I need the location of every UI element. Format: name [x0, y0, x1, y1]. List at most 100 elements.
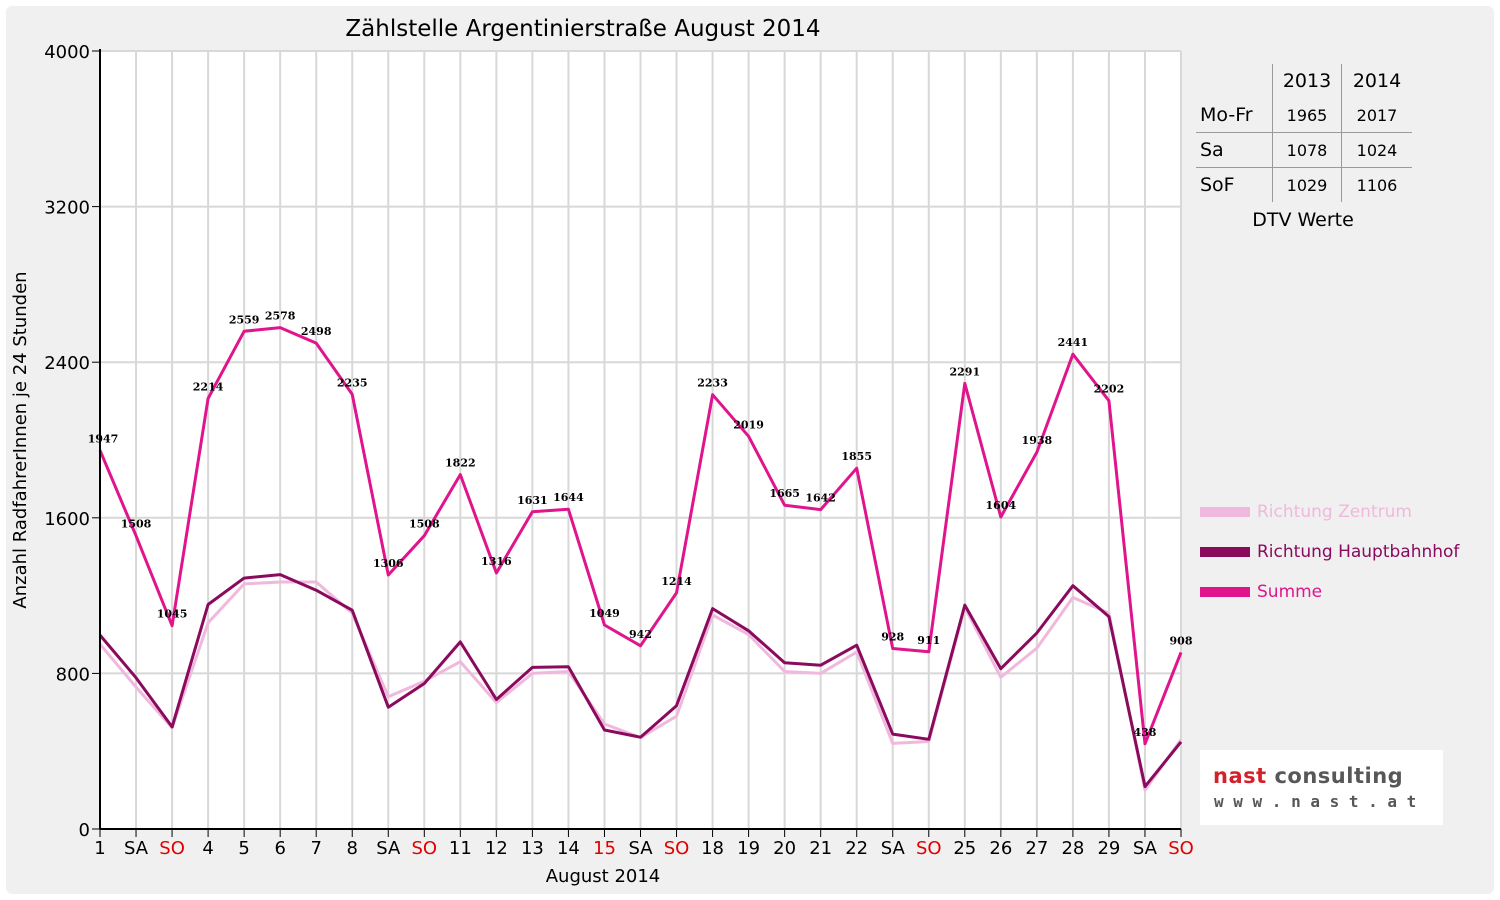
- legend-label: Summe: [1257, 582, 1323, 602]
- y-tick-label: 4000: [44, 42, 90, 63]
- dtv-row-sa: Sa 1078 1024: [1196, 132, 1412, 168]
- legend-label: Richtung Zentrum: [1257, 502, 1412, 522]
- dtv-row-mofr: Mo-Fr 1965 2017: [1196, 98, 1412, 133]
- data-label: 911: [917, 634, 940, 647]
- dtv-header-2014: 2014: [1341, 64, 1412, 98]
- x-axis-label: August 2014: [546, 866, 661, 887]
- x-tick-label: 29: [1097, 838, 1120, 859]
- legend-swatch: [1200, 587, 1250, 597]
- x-tick-label: 11: [449, 838, 472, 859]
- data-label: 942: [629, 628, 652, 641]
- series-line-1: [98, 573, 1183, 789]
- dtv-table: 2013 2014 Mo-Fr 1965 2017 Sa 1078 1024 S…: [1196, 64, 1412, 202]
- x-tick-label: 8: [347, 838, 358, 859]
- data-label: 1045: [157, 608, 188, 621]
- data-label: 1508: [409, 518, 440, 531]
- x-tick-label: 28: [1061, 838, 1084, 859]
- x-tick-label: 4: [202, 838, 213, 859]
- x-tick-label: 22: [845, 838, 868, 859]
- series-layer: [98, 326, 1183, 792]
- logo-wordmark: nast consulting: [1213, 764, 1403, 788]
- legend-swatch: [1200, 507, 1250, 517]
- data-label: 438: [1133, 726, 1156, 739]
- data-label: 1214: [661, 575, 692, 588]
- data-label: 2441: [1058, 336, 1089, 349]
- dtv-value-2014: 1024: [1341, 132, 1412, 168]
- x-tick-label: SA: [881, 838, 906, 859]
- dtv-caption: DTV Werte: [1252, 209, 1354, 231]
- logo-name-part1: nast: [1213, 764, 1267, 788]
- legend-item-hauptbahnhof: Richtung Hauptbahnhof: [1200, 532, 1459, 572]
- nast-consulting-logo: nast consulting w w w . n a s t . a t: [1200, 750, 1443, 825]
- dtv-row-label: Sa: [1196, 132, 1273, 168]
- y-tick-label: 800: [56, 664, 90, 685]
- legend-item-zentrum: Richtung Zentrum: [1200, 492, 1459, 532]
- x-tick-label: SO: [412, 838, 438, 859]
- data-label: 928: [881, 631, 904, 644]
- x-tick-label: 18: [701, 838, 724, 859]
- dtv-corner-cell: [1196, 64, 1273, 98]
- data-label: 1855: [841, 450, 872, 463]
- data-label: 1938: [1022, 434, 1053, 447]
- dtv-row-label: Mo-Fr: [1196, 98, 1273, 133]
- data-label: 1947: [88, 432, 119, 445]
- y-axis-label: Anzahl RadfahrerInnen je 24 Stunden: [10, 271, 31, 608]
- y-tick-label: 3200: [44, 198, 90, 219]
- data-label-layer: 1947 1508 1045 2214 2559 2578 2498 2235 1306 1508…: [88, 310, 1193, 739]
- data-label: 1642: [805, 492, 836, 505]
- x-tick-label: 14: [557, 838, 580, 859]
- data-label: 2498: [301, 325, 332, 338]
- data-label: 2019: [733, 418, 764, 431]
- data-label: 1644: [553, 491, 584, 504]
- x-tick-label: 7: [310, 838, 321, 859]
- data-label: 1049: [589, 607, 620, 620]
- data-label: 2202: [1094, 383, 1125, 396]
- data-label: 2235: [337, 376, 368, 389]
- series-line-2: [98, 326, 1183, 746]
- legend-swatch: [1200, 547, 1250, 557]
- x-tick-label: 5: [238, 838, 249, 859]
- chart-title: Zählstelle Argentinierstraße August 2014: [345, 16, 820, 42]
- y-tick-label: 1600: [44, 509, 90, 530]
- data-label: 908: [1170, 634, 1193, 647]
- dtv-row-sof: SoF 1029 1106: [1196, 167, 1412, 202]
- x-tick-label: 27: [1025, 838, 1048, 859]
- data-label: 2233: [697, 377, 728, 390]
- axis-layer: 0 800 1600 2400 3200 4000 1 SA SO 4 5 6 7 8 SA SO 11 12 13…: [44, 42, 1194, 859]
- legend-label: Richtung Hauptbahnhof: [1257, 542, 1460, 562]
- data-label: 1508: [121, 518, 152, 531]
- x-tick-label: 26: [989, 838, 1012, 859]
- chart-legend: Richtung Zentrum Richtung Hauptbahnhof S…: [1200, 492, 1459, 612]
- dtv-value-2013: 1965: [1272, 98, 1342, 133]
- data-label: 1316: [481, 555, 512, 568]
- y-tick-label: 0: [79, 820, 90, 841]
- data-label: 2214: [193, 380, 224, 393]
- data-label: 2578: [265, 310, 296, 323]
- logo-url: w w w . n a s t . a t: [1214, 792, 1417, 811]
- x-tick-label: 25: [953, 838, 976, 859]
- x-tick-label: 20: [773, 838, 796, 859]
- x-tick-label: 6: [274, 838, 285, 859]
- x-tick-label: 13: [521, 838, 544, 859]
- data-label: 1665: [769, 487, 800, 500]
- data-label: 1822: [445, 457, 476, 470]
- dtv-value-2014: 2017: [1341, 98, 1412, 133]
- x-tick-label: 21: [809, 838, 832, 859]
- grid-layer: [100, 50, 1182, 829]
- data-label: 2559: [229, 313, 260, 326]
- x-tick-label: 12: [485, 838, 508, 859]
- x-tick-label: SA: [628, 838, 653, 859]
- x-tick-label: 15: [593, 838, 616, 859]
- logo-name-part2: consulting: [1266, 764, 1404, 788]
- x-tick-label: SO: [664, 838, 690, 859]
- dtv-value-2013: 1029: [1272, 167, 1342, 202]
- x-tick-label: 19: [737, 838, 760, 859]
- dtv-header-row: 2013 2014: [1196, 64, 1412, 98]
- x-tick-label: SO: [159, 838, 185, 859]
- dtv-row-label: SoF: [1200, 174, 1235, 196]
- x-tick-label: SO: [1168, 838, 1194, 859]
- x-tick-label: SA: [124, 838, 149, 859]
- x-tick-label: 1: [94, 838, 105, 859]
- y-tick-label: 2400: [44, 353, 90, 374]
